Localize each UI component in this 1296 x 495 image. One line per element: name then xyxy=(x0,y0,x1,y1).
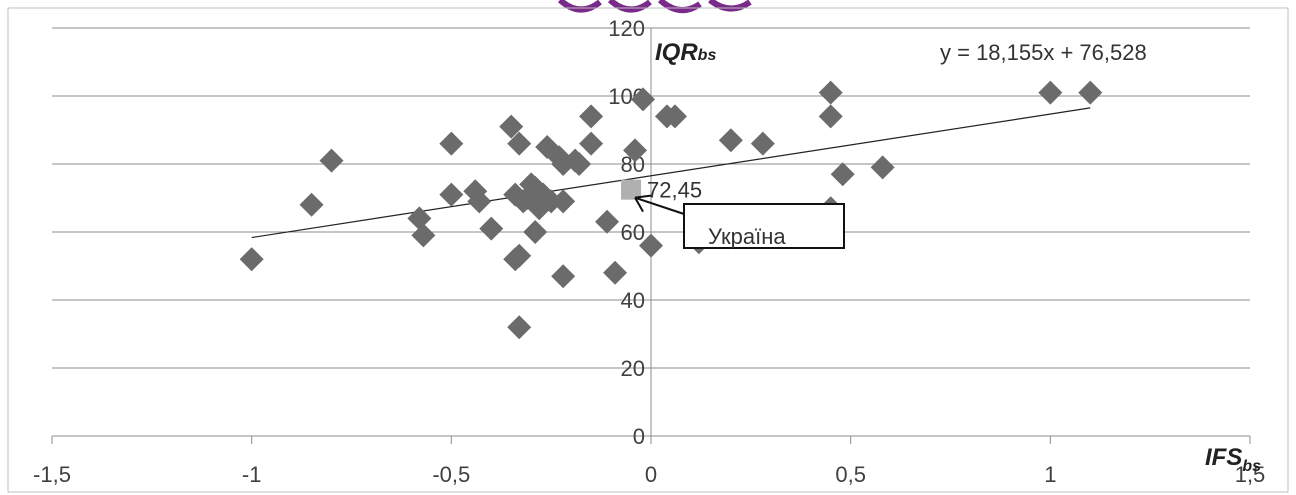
data-point xyxy=(319,148,344,173)
x-tick-label: -1,5 xyxy=(33,462,71,487)
data-point xyxy=(551,264,576,289)
data-point xyxy=(411,223,436,248)
data-point xyxy=(870,155,895,180)
data-point xyxy=(631,87,656,112)
data-point xyxy=(439,131,464,156)
data-point xyxy=(507,315,532,340)
data-points xyxy=(239,80,1103,340)
data-point xyxy=(603,260,628,285)
logo-watermark xyxy=(557,0,752,13)
data-point xyxy=(662,104,687,129)
data-point xyxy=(1078,80,1103,105)
data-point xyxy=(623,138,648,163)
callout-box xyxy=(683,203,845,249)
trendline-equation: y = 18,155x + 76,528 xyxy=(940,40,1147,65)
x-tick-label: -0,5 xyxy=(432,462,470,487)
data-point xyxy=(507,243,532,268)
data-point xyxy=(595,209,620,234)
data-point xyxy=(439,182,464,207)
x-tick-label: 1,5 xyxy=(1235,462,1266,487)
trendline xyxy=(251,107,1091,239)
data-point xyxy=(479,216,504,241)
data-point xyxy=(299,192,324,217)
data-point xyxy=(579,104,604,129)
y-tick-label: 40 xyxy=(621,288,645,313)
data-point xyxy=(507,131,532,156)
data-point xyxy=(718,128,743,153)
data-point xyxy=(467,189,492,214)
data-point xyxy=(579,131,604,156)
x-tick-label: -1 xyxy=(242,462,262,487)
trendline-group xyxy=(251,107,1091,239)
y-tick-label: 0 xyxy=(633,424,645,449)
x-tick-label: 0,5 xyxy=(835,462,866,487)
chart-border xyxy=(7,7,1289,493)
data-point xyxy=(639,233,663,258)
x-axis-title: IFSbs xyxy=(1205,444,1261,475)
callout-arrowhead xyxy=(634,194,652,213)
data-point xyxy=(499,114,524,139)
data-point xyxy=(407,206,432,231)
data-point xyxy=(567,152,592,176)
data-point xyxy=(523,220,548,244)
data-point xyxy=(750,131,775,156)
y-axis-title: IQRbs xyxy=(655,39,716,66)
data-point xyxy=(830,162,855,187)
callout-arrow xyxy=(634,196,685,215)
highlight-value-label: 72,45 xyxy=(647,178,702,203)
data-point xyxy=(818,80,843,105)
y-tick-label: 60 xyxy=(621,220,645,245)
data-point xyxy=(818,104,843,129)
callout-label: Україна xyxy=(708,224,786,249)
y-tick-label: 120 xyxy=(608,16,645,41)
data-point xyxy=(239,247,264,272)
x-tick-label: 0 xyxy=(645,462,657,487)
x-tick-label: 1 xyxy=(1044,462,1056,487)
data-point xyxy=(1038,80,1063,105)
y-tick-label: 20 xyxy=(621,356,645,381)
highlight-point xyxy=(621,179,642,200)
data-point xyxy=(551,189,576,214)
